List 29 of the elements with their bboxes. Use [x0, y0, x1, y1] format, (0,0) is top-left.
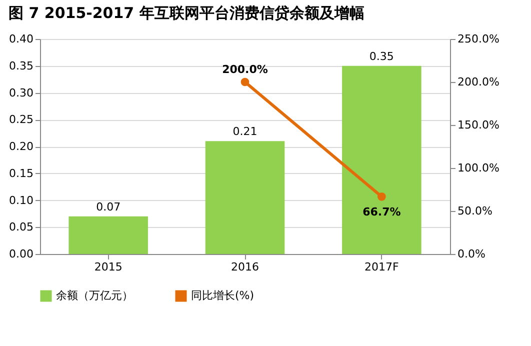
y-tick-label: 0.00	[9, 248, 34, 260]
legend-label: 同比增长(%)	[191, 289, 254, 302]
y-tick-label: 0.15	[9, 166, 34, 180]
y-tick-label: 0.30	[9, 86, 34, 100]
y-tick-label: 0.35	[9, 59, 34, 72]
data-label: 0.21	[232, 125, 258, 138]
y-tick-label: 0.10	[9, 194, 34, 207]
x-tick-label: 2015	[94, 260, 122, 274]
data-label: 200.0%	[222, 63, 268, 76]
y-tick-label: 0.20	[9, 140, 34, 153]
bar	[342, 66, 422, 254]
y-tick-label: 0.05	[9, 220, 34, 234]
chart-title: 图 7 2015-2017 年互联网平台消费信贷余额及增幅	[8, 4, 364, 22]
data-label: 0.07	[96, 200, 121, 214]
y-tick-label: 0.40	[9, 32, 34, 46]
bar	[205, 141, 285, 254]
data-label: 66.7%	[362, 206, 401, 219]
y2-tick-label: 250.0%	[458, 32, 500, 46]
y2-tick-label: 0.0%	[458, 248, 486, 260]
y2-tick-label: 50.0%	[458, 204, 492, 218]
x-tick-label: 2017F	[364, 260, 399, 274]
y2-tick-label: 100.0%	[458, 162, 500, 174]
data-label: 0.35	[369, 50, 394, 63]
bar	[68, 216, 148, 254]
x-tick-label: 2016	[231, 260, 259, 274]
y2-tick-label: 150.0%	[458, 118, 500, 132]
y2-tick-label: 200.0%	[458, 76, 500, 88]
y-tick-label: 0.25	[9, 113, 34, 126]
legend-label: 余额（万亿元）	[56, 289, 133, 302]
